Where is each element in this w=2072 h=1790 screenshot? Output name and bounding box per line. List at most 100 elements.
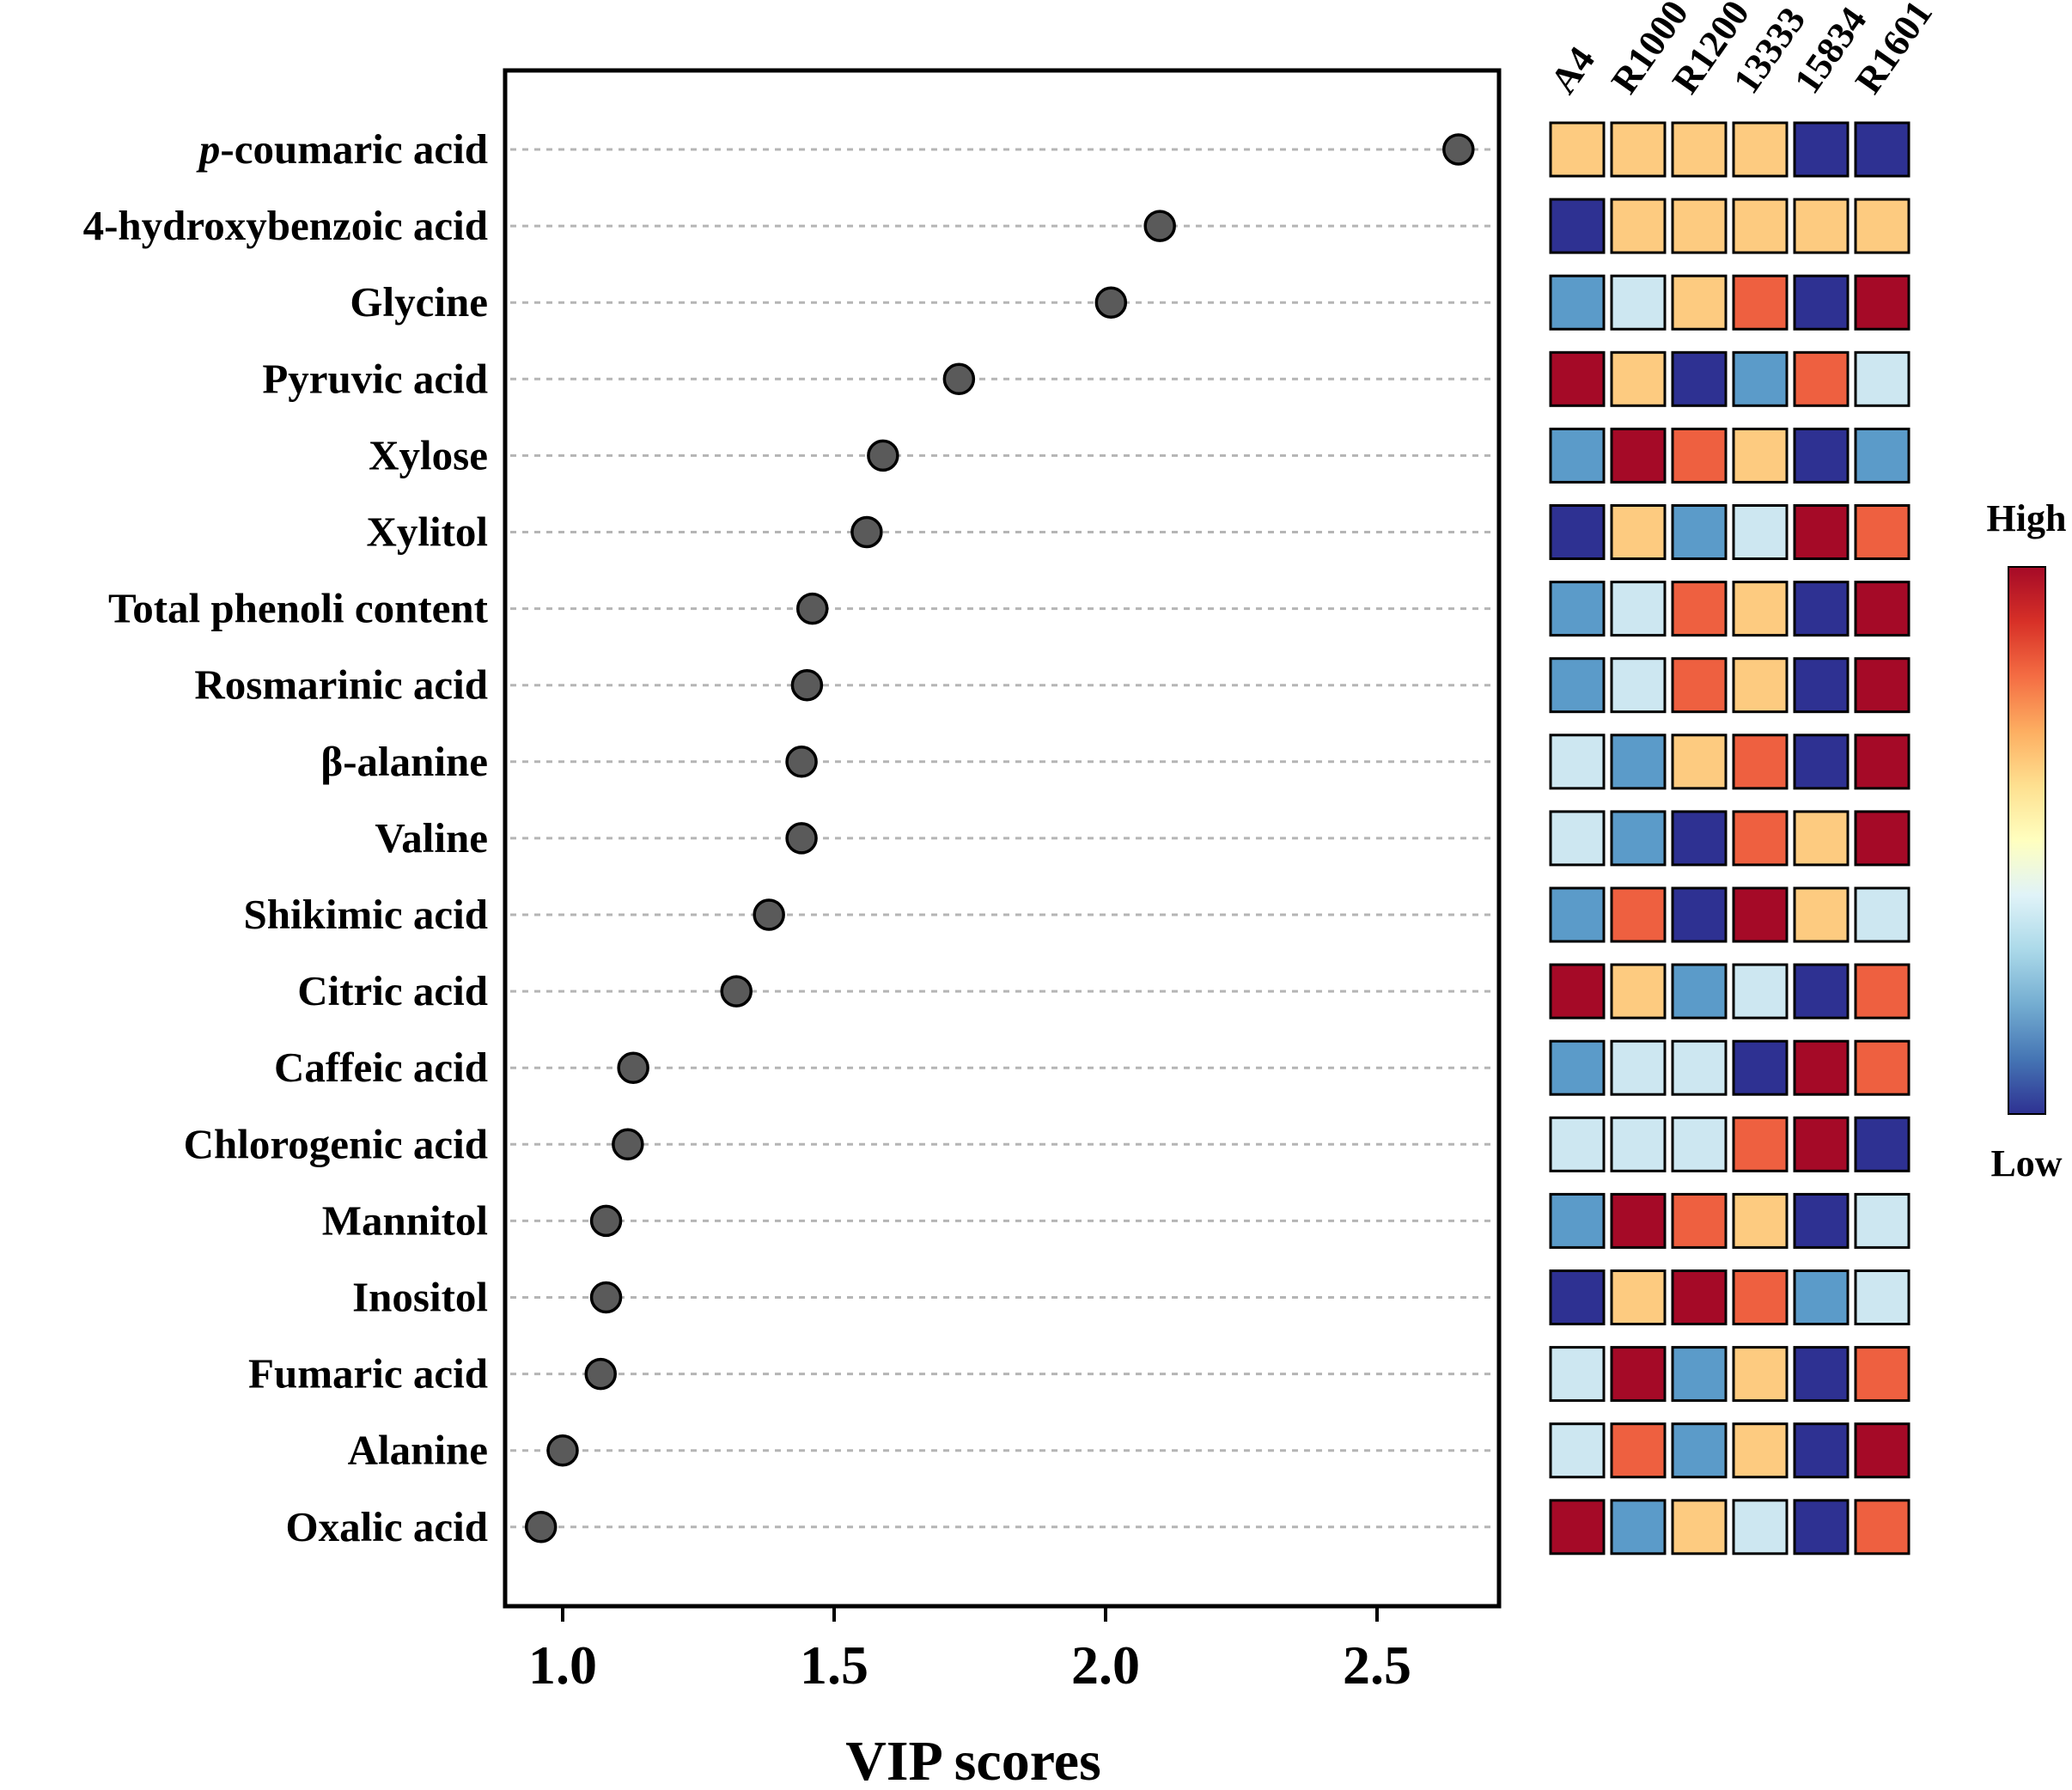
- heatmap-cell: [1549, 1192, 1606, 1249]
- heatmap-cell: [1793, 504, 1850, 560]
- x-tick-label: 1.0: [528, 1635, 597, 1696]
- heatmap-cell: [1671, 734, 1728, 790]
- heatmap-cell: [1610, 350, 1667, 407]
- heatmap-cell: [1549, 274, 1606, 331]
- heatmap-cell: [1671, 1499, 1728, 1556]
- vip-point: [790, 668, 824, 702]
- metabolite-label: Caffeic acid: [274, 1044, 488, 1091]
- vip-point: [785, 746, 818, 778]
- heatmap-cell: [1793, 350, 1850, 407]
- vip-point: [589, 1204, 623, 1238]
- heatmap-cell: [1549, 810, 1606, 867]
- colorbar: High Low: [1987, 497, 2067, 1184]
- heatmap-cell: [1732, 734, 1789, 790]
- heatmap-cell: [1854, 810, 1911, 867]
- heatmap-cell: [1854, 963, 1911, 1020]
- heatmap-cell: [1732, 581, 1789, 637]
- x-axis-title: VIP scores: [845, 1730, 1101, 1790]
- metabolite-label: Fumaric acid: [248, 1350, 488, 1397]
- vip-point: [589, 1281, 623, 1314]
- metabolite-label: 4-hydroxybenzoic acid: [83, 202, 488, 249]
- heatmap-cell: [1671, 427, 1728, 484]
- heatmap-cell: [1793, 274, 1850, 331]
- heatmap-cell: [1549, 198, 1606, 254]
- heatmap-cell: [1854, 121, 1911, 178]
- vip-point: [867, 439, 899, 472]
- heatmap-cell: [1793, 1192, 1850, 1249]
- heatmap-cell: [1610, 1039, 1667, 1096]
- vip-point: [1442, 133, 1475, 166]
- heatmap-cell: [1854, 427, 1911, 484]
- vip-point: [1094, 286, 1128, 319]
- metabolite-label: Valine: [375, 814, 488, 862]
- heatmap-cell: [1854, 274, 1911, 331]
- heatmap-cell: [1732, 886, 1789, 943]
- heatmap-cell: [1549, 427, 1606, 484]
- heatmap-cell: [1549, 886, 1606, 943]
- colorbar-gradient: [2008, 566, 2046, 1115]
- vip-point: [795, 592, 829, 625]
- heatmap: [1549, 121, 1911, 1556]
- plot-frame: [503, 68, 1502, 1609]
- heatmap-cell: [1610, 1269, 1667, 1325]
- heatmap-cell: [1549, 657, 1606, 714]
- vip-point: [584, 1357, 617, 1391]
- metabolite-label: Mannitol: [322, 1196, 488, 1244]
- heatmap-cell: [1610, 1346, 1667, 1403]
- heatmap-cell: [1549, 1499, 1606, 1556]
- heatmap-cell: [1854, 1346, 1911, 1403]
- heatmap-cell: [1732, 963, 1789, 1020]
- heatmap-cell: [1549, 350, 1606, 407]
- heatmap-cell: [1854, 1039, 1911, 1096]
- colorbar-high-label: High: [1987, 497, 2067, 539]
- heatmap-cell: [1793, 886, 1850, 943]
- vip-point: [942, 362, 976, 396]
- metabolite-labels: p-coumaric acid 4-hydroxybenzoic acid Glyc…: [83, 125, 489, 1550]
- vip-point: [546, 1434, 579, 1467]
- heatmap-cell: [1732, 1499, 1789, 1556]
- heatmap-cell: [1732, 1192, 1789, 1249]
- vip-point: [753, 898, 785, 931]
- heatmap-cell: [1671, 963, 1728, 1020]
- heatmap-cell: [1732, 274, 1789, 331]
- heatmap-cell: [1610, 657, 1667, 714]
- heatmap-cell: [1549, 963, 1606, 1020]
- heatmap-cell: [1671, 274, 1728, 331]
- heatmap-cell: [1793, 427, 1850, 484]
- heatmap-cell: [1549, 734, 1606, 790]
- heatmap-cell: [1732, 121, 1789, 178]
- heatmap-cell: [1549, 121, 1606, 178]
- heatmap-cell: [1732, 1039, 1789, 1096]
- heatmap-cell: [1732, 427, 1789, 484]
- x-tick-label: 1.5: [800, 1635, 868, 1696]
- heatmap-cell: [1793, 1039, 1850, 1096]
- heatmap-cell: [1610, 963, 1667, 1020]
- heatmap-cell: [1610, 1499, 1667, 1556]
- metabolite-label: Shikimic acid: [243, 891, 488, 938]
- heatmap-cell: [1671, 198, 1728, 254]
- heatmap-cell: [1793, 1116, 1850, 1172]
- heatmap-cell: [1854, 581, 1911, 637]
- metabolite-label: p-coumaric acid: [196, 125, 488, 173]
- heatmap-cell: [1671, 1192, 1728, 1249]
- points: [524, 133, 1475, 1543]
- heatmap-cell: [1854, 1192, 1911, 1249]
- heatmap-cell: [1732, 1346, 1789, 1403]
- heatmap-cell: [1732, 1116, 1789, 1172]
- heatmap-cell: [1732, 810, 1789, 867]
- heatmap-cell: [1549, 504, 1606, 560]
- metabolite-label: Chlorogenic acid: [184, 1120, 488, 1167]
- heatmap-cell: [1732, 198, 1789, 254]
- metabolite-label: Xylose: [369, 431, 488, 478]
- vip-point: [785, 822, 818, 855]
- heatmap-cell: [1793, 121, 1850, 178]
- heatmap-cell: [1854, 1269, 1911, 1325]
- vip-point: [524, 1511, 558, 1543]
- vip-point: [612, 1128, 644, 1161]
- heatmap-cell: [1854, 734, 1911, 790]
- heatmap-cell: [1549, 1346, 1606, 1403]
- heatmap-cell: [1793, 1346, 1850, 1403]
- heatmap-cell: [1610, 198, 1667, 254]
- heatmap-cell: [1671, 1346, 1728, 1403]
